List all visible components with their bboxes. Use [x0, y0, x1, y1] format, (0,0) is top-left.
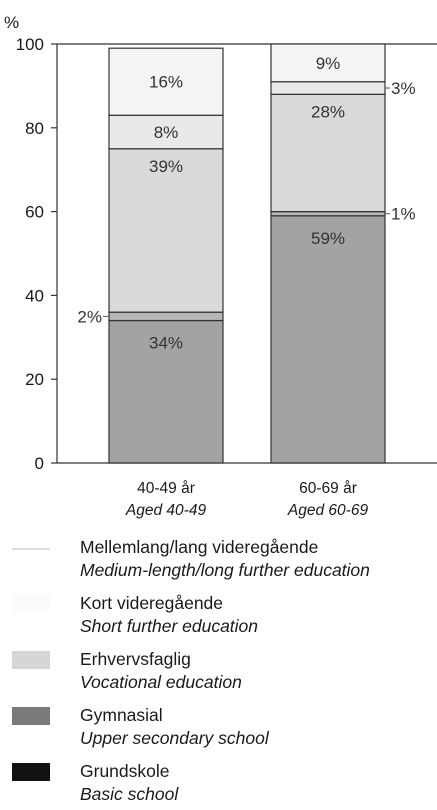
data-label: 3%	[391, 79, 416, 98]
legend-item-short: Kort videregående Short further educatio…	[0, 592, 437, 642]
bar-segment	[270, 43, 386, 83]
y-tick-label: 100	[16, 35, 44, 54]
legend-label-en: Short further education	[80, 616, 259, 636]
legend-item-medium-long: Mellemlang/lang videregående Medium-leng…	[0, 536, 437, 586]
bars: 34% 2% 39% 8% 16% 59% 1% 28% 3% 9%	[77, 43, 416, 464]
legend-swatch	[12, 707, 50, 725]
legend-item-basic: Grundskole Basic school	[0, 760, 437, 810]
bar-segment	[108, 319, 224, 464]
x-tick-label-en: Aged 60-69	[287, 502, 369, 519]
legend-label-da: Kort videregående	[80, 593, 224, 613]
data-label: 28%	[311, 102, 345, 121]
data-label: 9%	[316, 54, 341, 73]
data-label: 34%	[149, 334, 183, 353]
y-tick-label: 60	[25, 203, 44, 222]
x-tick-label-en: Aged 40-49	[125, 502, 207, 519]
y-tick-label: 20	[25, 370, 44, 389]
legend-item-upper-secondary: Gymnasial Upper secondary school	[0, 704, 437, 754]
bar-segment	[108, 148, 224, 313]
legend-swatch	[12, 763, 50, 781]
data-label: 8%	[154, 123, 179, 142]
legend-label: Grundskole Basic school	[80, 760, 178, 806]
legend-swatch	[12, 548, 50, 550]
legend-label-en: Basic school	[80, 784, 179, 804]
bar-segment	[108, 114, 224, 150]
bar-segment	[108, 311, 224, 322]
legend-swatch	[12, 651, 50, 669]
data-label: 1%	[391, 205, 416, 224]
x-tick-label: 60-69 år	[299, 480, 357, 497]
legend-label-da: Erhvervsfaglig	[80, 649, 191, 669]
y-tick-label: 40	[25, 286, 44, 305]
legend-item-vocational: Erhvervsfaglig Vocational education	[0, 648, 437, 698]
data-label: 16%	[149, 73, 183, 92]
data-label: 39%	[149, 157, 183, 176]
legend-label-da: Grundskole	[80, 761, 170, 781]
legend-swatch	[12, 594, 50, 612]
x-axis: 40-49 år Aged 40-49 60-69 år Aged 60-69	[125, 480, 369, 519]
bar-segment	[108, 47, 224, 116]
legend-label-en: Upper secondary school	[80, 728, 269, 748]
data-label: 2%	[77, 307, 102, 326]
legend-label-da: Gymnasial	[80, 705, 163, 725]
bar-segment	[270, 93, 386, 213]
stacked-bar-chart: % 0 20 40 60 80 100 34% 2% 39% 8% 16% 59% 1% 28% 3% 9%…	[4, 13, 437, 519]
legend-label: Mellemlang/lang videregående Medium-leng…	[80, 536, 370, 582]
y-tick-label: 0	[35, 454, 44, 473]
legend-label: Gymnasial Upper secondary school	[80, 704, 269, 750]
bar-segment	[270, 215, 386, 464]
legend-label-en: Medium-length/long further education	[80, 560, 370, 580]
data-label: 59%	[311, 229, 345, 248]
bar-segment	[270, 81, 386, 95]
legend-label: Erhvervsfaglig Vocational education	[80, 648, 242, 694]
legend-label-da: Mellemlang/lang videregående	[80, 537, 319, 557]
bar-segment	[270, 211, 386, 217]
y-axis-unit-label: %	[4, 13, 19, 32]
x-tick-label: 40-49 år	[137, 480, 195, 497]
y-tick-label: 80	[25, 119, 44, 138]
legend-label-en: Vocational education	[80, 672, 242, 692]
legend-label: Kort videregående Short further educatio…	[80, 592, 258, 638]
